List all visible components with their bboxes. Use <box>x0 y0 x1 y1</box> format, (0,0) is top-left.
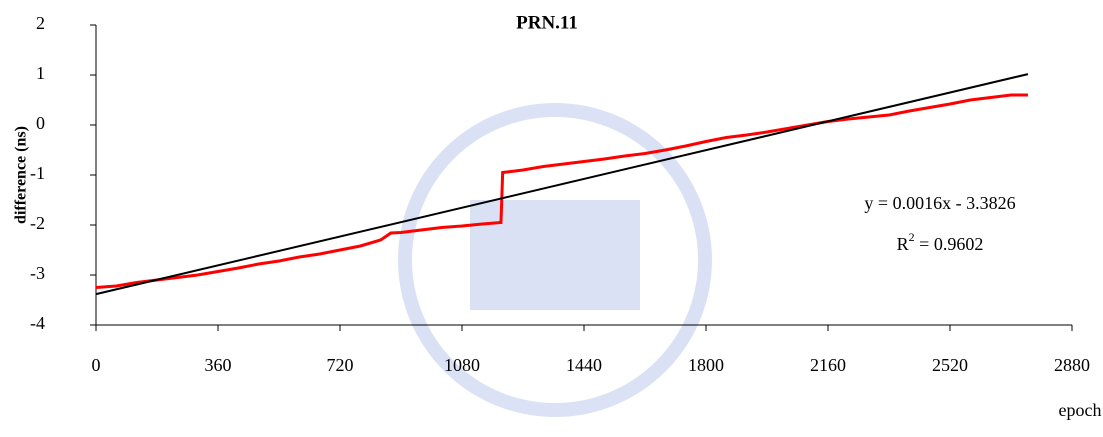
y-tick-label: -4 <box>30 313 45 333</box>
x-tick-label: 720 <box>327 355 354 375</box>
y-tick-label: -3 <box>30 263 45 283</box>
x-tick-label: 2160 <box>810 355 846 375</box>
y-tick-label: 2 <box>36 13 45 33</box>
y-tick-label: -1 <box>30 163 45 183</box>
r2-rest: = 0.9602 <box>915 234 984 254</box>
watermark-block <box>470 200 640 310</box>
watermark <box>398 103 712 417</box>
data-line <box>95 93 1028 289</box>
x-tick-label: 1080 <box>444 355 480 375</box>
r-squared: R2 = 0.9602 <box>897 230 984 254</box>
y-tick-label: -2 <box>30 213 45 233</box>
trend-equation: y = 0.0016x - 3.3826 <box>864 193 1015 213</box>
chart-title: PRN.11 <box>516 12 578 33</box>
x-tick-label: 0 <box>92 355 101 375</box>
data-line <box>95 73 1029 296</box>
r2-base: R <box>897 234 909 254</box>
watermark-ring <box>398 103 712 417</box>
x-tick-label: 2520 <box>932 355 968 375</box>
y-tick-label: 1 <box>36 63 45 83</box>
x-tick-label: 360 <box>205 355 232 375</box>
x-axis-label: epoch <box>1059 400 1102 420</box>
r2-sup: 2 <box>909 230 915 244</box>
x-tick-label: 1440 <box>566 355 602 375</box>
x-tick-label: 2880 <box>1054 355 1090 375</box>
y-tick-label: 0 <box>36 113 45 133</box>
y-axis-label: difference (ns) <box>13 126 30 224</box>
x-tick-label: 1800 <box>688 355 724 375</box>
